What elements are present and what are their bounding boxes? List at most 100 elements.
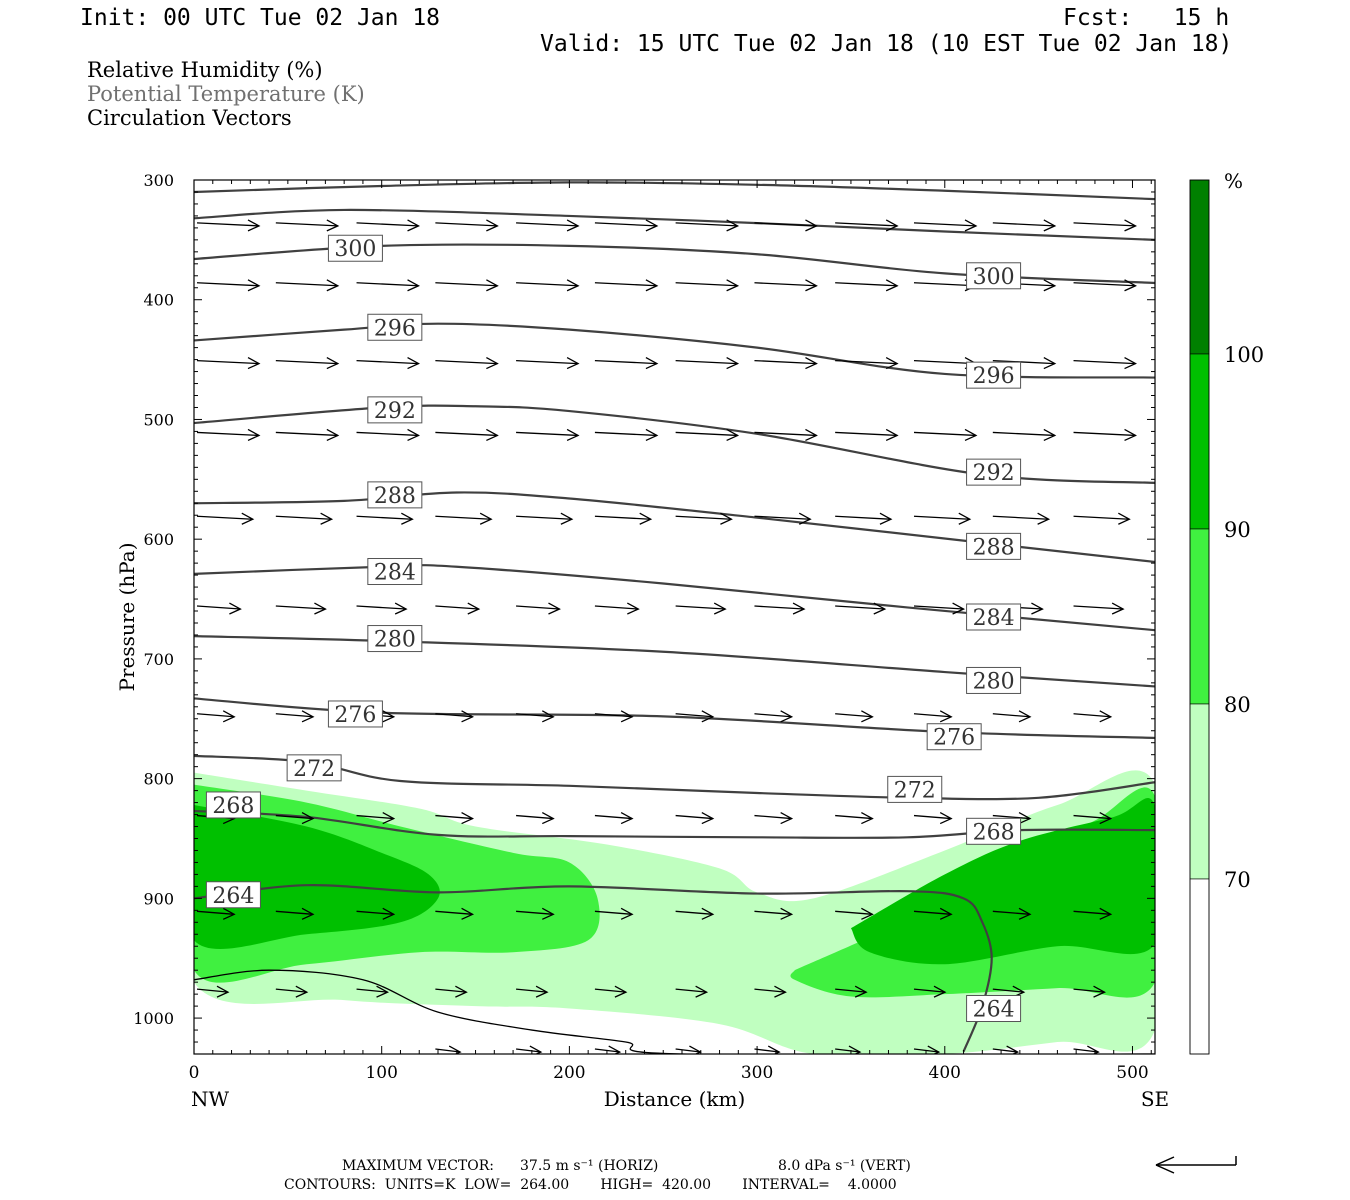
vector-arrow bbox=[275, 713, 314, 718]
colorbar-segment bbox=[1189, 878, 1210, 1055]
vector-arrowhead bbox=[639, 512, 653, 525]
vector-arrowhead bbox=[486, 357, 499, 370]
vector-arrowhead bbox=[529, 1045, 543, 1054]
y-tick-label: 600 bbox=[143, 530, 174, 549]
vector-arrowhead bbox=[939, 710, 953, 723]
theta-contour-296 bbox=[194, 322, 1155, 379]
contour-label-268: 268 bbox=[973, 820, 1015, 845]
vector-arrowhead bbox=[780, 811, 794, 825]
vector-arrow bbox=[1073, 713, 1111, 718]
vector-arrowhead bbox=[713, 602, 727, 615]
theta-contour-upper-1 bbox=[194, 208, 1155, 241]
vector-arrow bbox=[913, 222, 977, 227]
vector-arrow bbox=[275, 605, 326, 610]
vector-arrowhead bbox=[314, 602, 327, 615]
contour-label-box bbox=[327, 234, 383, 262]
vector-arrow bbox=[992, 431, 1055, 437]
vector-arrow bbox=[356, 282, 419, 287]
vector-arrowhead bbox=[964, 219, 978, 232]
vector-arrowhead bbox=[1124, 279, 1137, 292]
vector-arrow bbox=[594, 605, 639, 610]
vector-arrowhead bbox=[780, 907, 794, 920]
vector-arrowhead bbox=[939, 907, 953, 920]
vector-arrow bbox=[435, 359, 498, 365]
vector-arrowhead bbox=[301, 907, 315, 920]
vector-arrowhead bbox=[792, 602, 806, 615]
x-end-label-right: SE bbox=[1141, 1087, 1169, 1111]
contour-label-296: 296 bbox=[973, 364, 1015, 389]
vector-arrow bbox=[196, 282, 260, 287]
vector-arrow bbox=[516, 1048, 541, 1053]
vector-arrow bbox=[913, 605, 964, 610]
vector-arrowhead bbox=[1043, 357, 1057, 370]
vector-arrow bbox=[516, 515, 572, 520]
contour-label-box bbox=[286, 754, 342, 782]
vector-arrow bbox=[435, 814, 473, 820]
vector-arrow bbox=[196, 910, 235, 915]
contour-labels: 300 300 296 296 292 292 288 288 284 284 280 280 276 2… bbox=[205, 234, 1022, 1023]
vector-arrow bbox=[1073, 814, 1111, 820]
colorbar-segment bbox=[1189, 528, 1210, 705]
vector-arrowhead bbox=[301, 811, 315, 825]
vector-arrow bbox=[1073, 1048, 1099, 1053]
vector-arrow bbox=[594, 222, 657, 227]
theta-contour-upper-0 bbox=[194, 181, 1155, 201]
vector-arrowhead bbox=[780, 710, 794, 723]
contour-label-box bbox=[966, 817, 1022, 845]
vector-arrowhead bbox=[767, 1045, 781, 1054]
vector-arrowhead bbox=[695, 985, 709, 998]
vector-arrow bbox=[1073, 515, 1130, 520]
vector-arrowhead bbox=[1118, 512, 1131, 525]
vector-arrowhead bbox=[1043, 279, 1057, 292]
vector-arrow bbox=[516, 910, 554, 915]
vector-arrow bbox=[675, 431, 738, 437]
field-label-rh: Relative Humidity (%) bbox=[87, 58, 323, 82]
contour-label-box bbox=[966, 603, 1022, 631]
colorbar-tick-label: 100 bbox=[1224, 343, 1264, 367]
init-time: Init: 00 UTC Tue 02 Jan 18 bbox=[80, 5, 441, 31]
vector-arrow bbox=[435, 282, 498, 287]
vector-arrowhead bbox=[541, 710, 555, 723]
vector-arrow bbox=[594, 910, 633, 915]
vector-arrow bbox=[992, 814, 1031, 820]
colorbar-tick-label: 80 bbox=[1224, 693, 1251, 717]
vector-arrowhead bbox=[566, 428, 580, 442]
vector-arrowhead bbox=[394, 602, 408, 615]
contour-label-272: 272 bbox=[293, 757, 335, 782]
vector-arrow bbox=[835, 1048, 861, 1053]
vector-arrowhead bbox=[247, 279, 261, 292]
vector-arrow bbox=[754, 222, 817, 227]
contour-label-box bbox=[367, 481, 423, 509]
vector-arrow bbox=[1073, 222, 1136, 227]
vector-arrowhead bbox=[952, 602, 966, 615]
vector-arrow bbox=[275, 222, 338, 227]
vector-arrow bbox=[356, 431, 419, 437]
vector-arrow bbox=[1073, 359, 1136, 365]
vector-arrowhead bbox=[726, 219, 740, 232]
vector-arrow bbox=[196, 515, 253, 520]
y-tick-label: 300 bbox=[143, 171, 174, 190]
vector-arrowhead bbox=[1037, 512, 1051, 525]
contour-label-292: 292 bbox=[374, 399, 416, 424]
vector-arrowhead bbox=[885, 428, 899, 442]
vector-arrow bbox=[835, 814, 873, 820]
vector-arrow bbox=[835, 988, 867, 993]
vector-arrow bbox=[594, 515, 651, 520]
vector-arrowhead bbox=[1124, 219, 1137, 232]
vector-arrowhead bbox=[247, 219, 261, 232]
vector-arrowhead bbox=[885, 219, 899, 232]
vector-arrowhead bbox=[645, 219, 659, 232]
vector-arrow bbox=[835, 222, 898, 227]
vector-arrowhead bbox=[320, 512, 334, 525]
vector-arrowhead bbox=[774, 985, 787, 998]
terrain-line bbox=[194, 969, 1155, 1054]
vector-arrowhead bbox=[382, 811, 396, 825]
colorbar-segment bbox=[1189, 353, 1210, 530]
vector-arrowhead bbox=[620, 907, 634, 920]
vector-arrowhead bbox=[301, 710, 315, 723]
vector-arrow bbox=[275, 988, 307, 993]
y-tick-label: 400 bbox=[143, 291, 174, 310]
vector-arrow bbox=[754, 359, 817, 365]
vector-arrowhead bbox=[486, 219, 499, 232]
vector-arrowhead bbox=[1018, 907, 1032, 920]
